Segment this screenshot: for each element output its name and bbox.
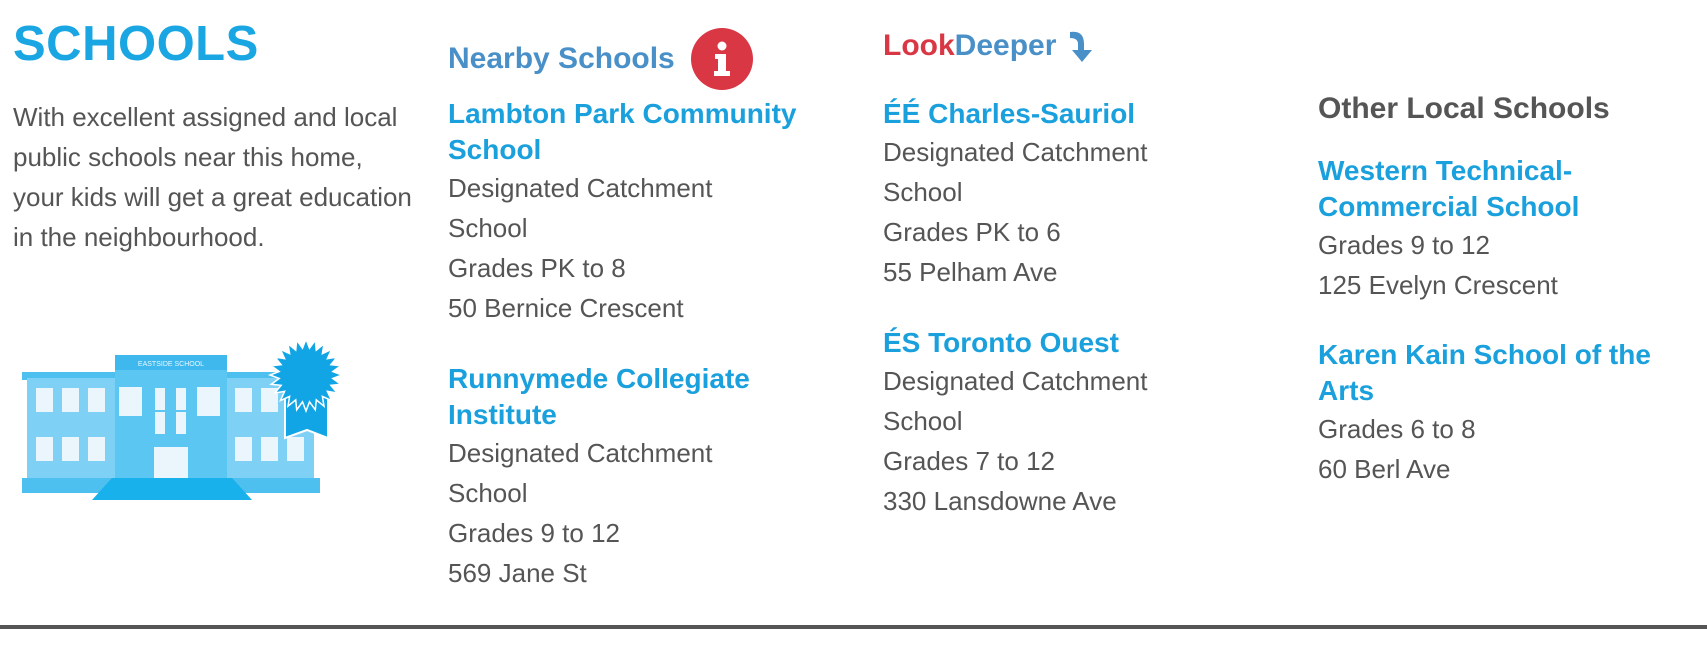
school-type: Designated Catchment School xyxy=(883,366,1148,436)
school-entry: Lambton Park Community School Designated… xyxy=(448,96,848,328)
school-grades: Grades 6 to 8 xyxy=(1318,414,1476,444)
school-name-link[interactable]: Karen Kain School of the Arts xyxy=(1318,339,1651,406)
school-grades: Grades PK to 8 xyxy=(448,253,626,283)
school-address: 55 Pelham Ave xyxy=(883,257,1058,287)
school-address: 569 Jane St xyxy=(448,558,587,588)
school-address: 330 Lansdowne Ave xyxy=(883,486,1117,516)
school-entry: ÉÉ Charles-Sauriol Designated Catchment … xyxy=(883,96,1283,292)
section-intro: With excellent assigned and local public… xyxy=(13,102,412,252)
school-name-link[interactable]: Western Technical-Commercial School xyxy=(1318,155,1580,222)
building-sign: EASTSIDE SCHOOL xyxy=(138,361,204,368)
school-type: Designated Catchment School xyxy=(448,173,713,243)
school-type: Designated Catchment School xyxy=(448,438,713,508)
school-building-illustration: EASTSIDE SCHOOL xyxy=(22,340,345,500)
nearby-schools-header: Nearby Schools xyxy=(448,28,753,90)
school-grades: Grades 9 to 12 xyxy=(448,518,620,548)
curved-arrow-down-icon[interactable] xyxy=(1068,28,1096,64)
school-name-link[interactable]: Lambton Park Community School xyxy=(448,98,797,165)
other-local-schools-heading: Other Local Schools xyxy=(1318,92,1610,125)
lookdeeper-header: LookDeeper xyxy=(883,28,1096,64)
school-address: 50 Bernice Crescent xyxy=(448,293,684,323)
school-type: Designated Catchment School xyxy=(883,137,1148,207)
section-divider xyxy=(0,625,1707,629)
school-address: 60 Berl Ave xyxy=(1318,454,1451,484)
lookdeeper-heading: LookDeeper xyxy=(883,29,1056,63)
school-name-link[interactable]: ÉS Toronto Ouest xyxy=(883,327,1119,358)
school-entry: Runnymede Collegiate Institute Designate… xyxy=(448,361,808,593)
school-entry: Western Technical-Commercial School Grad… xyxy=(1318,153,1688,305)
info-icon[interactable] xyxy=(690,28,753,90)
school-entry: ÉS Toronto Ouest Designated Catchment Sc… xyxy=(883,325,1283,521)
school-grades: Grades 9 to 12 xyxy=(1318,230,1490,260)
school-address: 125 Evelyn Crescent xyxy=(1318,270,1558,300)
lookdeeper-heading-look: Look xyxy=(883,29,955,62)
school-entry: Karen Kain School of the Arts Grades 6 t… xyxy=(1318,337,1688,489)
school-grades: Grades PK to 6 xyxy=(883,217,1061,247)
school-name-link[interactable]: ÉÉ Charles-Sauriol xyxy=(883,98,1136,129)
nearby-schools-heading: Nearby Schools xyxy=(448,42,675,75)
school-name-link[interactable]: Runnymede Collegiate Institute xyxy=(448,363,750,430)
section-title: SCHOOLS xyxy=(13,17,259,71)
lookdeeper-heading-deeper: Deeper xyxy=(954,29,1057,62)
school-grades: Grades 7 to 12 xyxy=(883,446,1055,476)
award-seal-icon xyxy=(267,340,345,414)
